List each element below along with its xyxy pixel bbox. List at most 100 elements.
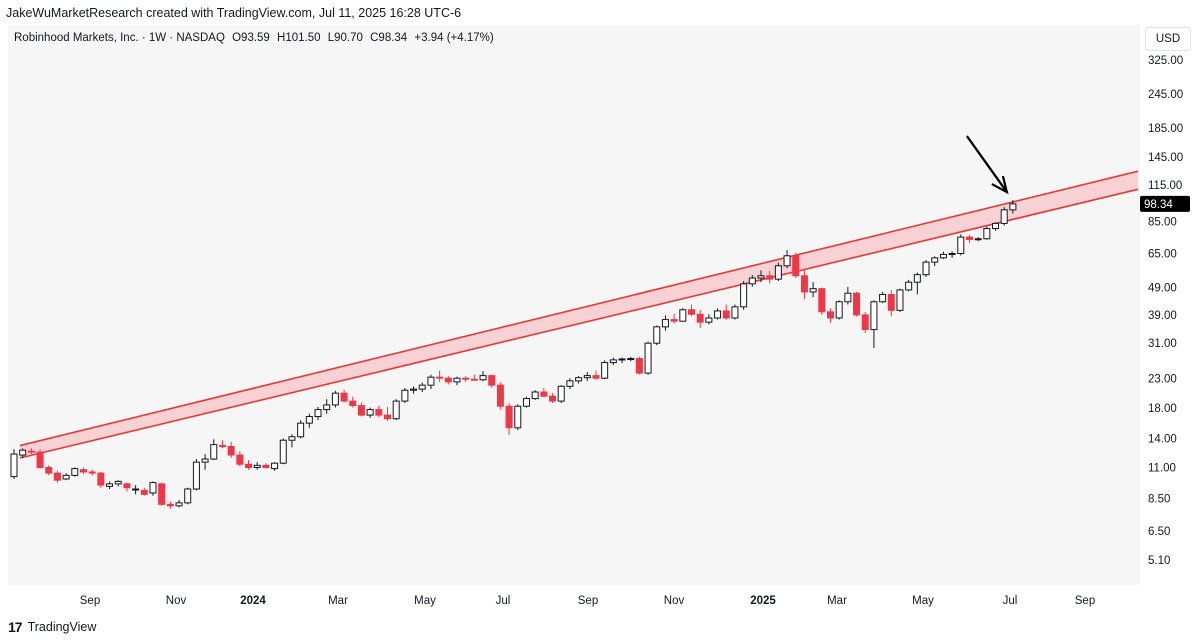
candle[interactable]	[10, 449, 18, 479]
candle[interactable]	[375, 405, 383, 418]
candle[interactable]	[514, 404, 522, 431]
chart-plot-area[interactable]	[8, 25, 1140, 585]
candle[interactable]	[601, 360, 609, 380]
candle[interactable]	[444, 376, 452, 385]
candle[interactable]	[192, 459, 200, 491]
candle[interactable]	[271, 462, 279, 471]
candle[interactable]	[36, 449, 44, 469]
candle[interactable]	[158, 482, 166, 506]
candle[interactable]	[166, 501, 174, 509]
channel-lower-line[interactable]	[19, 188, 1139, 459]
candle[interactable]	[679, 308, 687, 322]
candle[interactable]	[479, 371, 487, 382]
candle[interactable]	[462, 376, 470, 382]
candle[interactable]	[488, 374, 496, 388]
candle[interactable]	[392, 399, 400, 421]
candle[interactable]	[696, 309, 704, 328]
candle[interactable]	[670, 313, 678, 324]
candle[interactable]	[349, 396, 357, 408]
candle[interactable]	[983, 226, 991, 240]
candle[interactable]	[809, 282, 817, 298]
candle[interactable]	[71, 467, 79, 477]
time-axis[interactable]: Sep Nov 2024 Mar May Jul Sep Nov 2025 Mar May Jul Se…	[8, 585, 1140, 613]
annotation-arrow-shaft[interactable]	[965, 135, 1008, 193]
candle[interactable]	[140, 487, 148, 496]
candle[interactable]	[505, 402, 513, 436]
candle[interactable]	[427, 374, 435, 390]
candle[interactable]	[496, 382, 504, 410]
candle[interactable]	[62, 473, 70, 481]
candle[interactable]	[879, 291, 887, 304]
candle[interactable]	[453, 376, 461, 386]
candle[interactable]	[740, 281, 748, 310]
candle[interactable]	[922, 260, 930, 277]
candle[interactable]	[818, 287, 826, 315]
candle[interactable]	[288, 434, 296, 448]
candle[interactable]	[470, 374, 478, 381]
candle[interactable]	[731, 304, 739, 320]
channel-upper-line[interactable]	[19, 170, 1139, 447]
candle[interactable]	[522, 396, 530, 408]
candle[interactable]	[53, 470, 61, 483]
candle[interactable]	[531, 390, 539, 400]
candle[interactable]	[418, 382, 426, 392]
candle[interactable]	[236, 451, 244, 467]
candle[interactable]	[314, 406, 322, 421]
candle[interactable]	[792, 252, 800, 279]
candle[interactable]	[592, 370, 600, 380]
candle[interactable]	[366, 407, 374, 418]
candle[interactable]	[540, 387, 548, 398]
price-axis[interactable]: 325.00 245.00 185.00 145.00 115.00 85.00 65.00…	[1140, 25, 1200, 585]
candle[interactable]	[331, 390, 339, 408]
candle[interactable]	[774, 262, 782, 282]
candle[interactable]	[783, 250, 791, 269]
candle[interactable]	[905, 279, 913, 292]
candle[interactable]	[401, 387, 409, 403]
candle[interactable]	[436, 370, 444, 382]
candle[interactable]	[948, 251, 956, 258]
candle[interactable]	[297, 420, 305, 439]
candle[interactable]	[939, 251, 947, 260]
candle[interactable]	[175, 499, 183, 508]
candle[interactable]	[410, 386, 418, 394]
candle[interactable]	[714, 308, 722, 320]
candle[interactable]	[583, 372, 591, 381]
candle[interactable]	[653, 325, 661, 346]
candle[interactable]	[340, 389, 348, 403]
candle[interactable]	[305, 413, 313, 428]
candle[interactable]	[705, 314, 713, 325]
candle[interactable]	[635, 356, 643, 375]
candle[interactable]	[79, 467, 87, 475]
candle[interactable]	[123, 482, 131, 492]
candle[interactable]	[114, 480, 122, 487]
candle[interactable]	[1000, 207, 1008, 226]
candle[interactable]	[826, 308, 834, 323]
candle[interactable]	[609, 357, 617, 365]
candle[interactable]	[861, 311, 869, 334]
candle[interactable]	[557, 385, 565, 403]
candlestick-chart[interactable]	[8, 25, 1140, 585]
candle[interactable]	[566, 378, 574, 390]
candle[interactable]	[835, 300, 843, 320]
candle[interactable]	[627, 356, 635, 362]
candle[interactable]	[844, 286, 852, 305]
candle[interactable]	[1009, 200, 1017, 214]
candle[interactable]	[618, 357, 626, 364]
candle[interactable]	[870, 300, 878, 348]
candle[interactable]	[887, 289, 895, 317]
candle[interactable]	[149, 481, 157, 496]
candle[interactable]	[800, 270, 808, 300]
candle[interactable]	[210, 439, 218, 461]
candle[interactable]	[661, 315, 669, 331]
candle[interactable]	[97, 471, 105, 488]
candle[interactable]	[253, 462, 261, 470]
candle[interactable]	[227, 441, 235, 459]
candle[interactable]	[357, 402, 365, 417]
candle[interactable]	[575, 376, 583, 384]
candle[interactable]	[957, 234, 965, 256]
candle[interactable]	[245, 460, 253, 470]
candle[interactable]	[45, 465, 53, 476]
candle[interactable]	[27, 448, 35, 455]
candle[interactable]	[132, 485, 140, 495]
candle[interactable]	[757, 270, 765, 283]
